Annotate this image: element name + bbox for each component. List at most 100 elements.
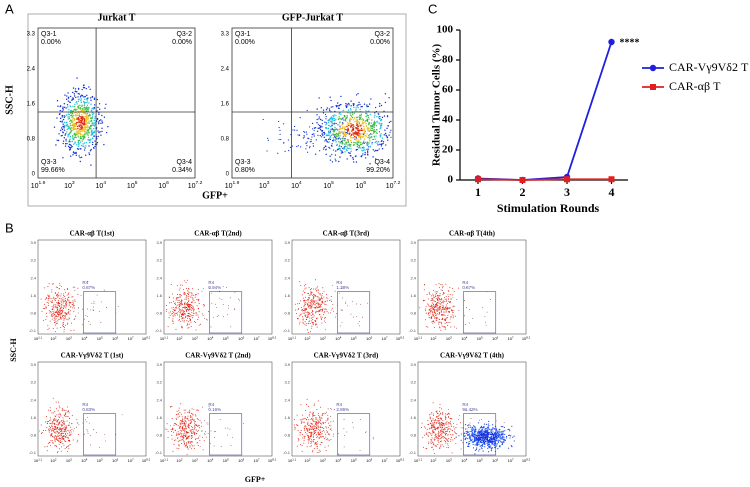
x-tick-label: 107: [508, 457, 514, 463]
event-dot: [103, 116, 106, 118]
event-dot: [318, 434, 320, 436]
event-dot: [425, 308, 427, 310]
event-dot: [364, 151, 366, 154]
event-dot: [183, 293, 185, 295]
event-dot: [336, 313, 337, 315]
event-dot: [314, 423, 316, 425]
event-dot: [330, 438, 332, 440]
event-dot: [312, 297, 314, 299]
event-dot: [316, 305, 318, 307]
event-dot: [445, 442, 447, 444]
event-dot: [446, 439, 448, 441]
event-dot: [315, 290, 317, 292]
event-dot: [324, 140, 326, 142]
event-dot: [314, 428, 316, 430]
event-dot: [502, 425, 504, 428]
tick-base: 10: [142, 336, 147, 341]
event-dot: [457, 287, 459, 289]
x-tick-label: 104: [291, 180, 302, 189]
event-dot: [325, 436, 327, 438]
event-dot: [442, 419, 444, 421]
event-dot: [319, 129, 322, 131]
event-dot: [366, 120, 369, 123]
event-dot: [64, 312, 66, 314]
event-dot: [364, 153, 366, 156]
event-dot: [47, 294, 49, 296]
event-dot: [62, 443, 64, 445]
tick-base: 10: [192, 336, 197, 341]
event-dot: [354, 110, 356, 112]
event-dot: [203, 420, 205, 422]
event-dot: [340, 141, 342, 143]
event-dot: [62, 436, 64, 438]
tick-exponent: 4: [466, 335, 468, 339]
event-dot: [347, 112, 349, 114]
event-dot: [101, 114, 103, 117]
event-dot: [63, 308, 65, 310]
event-dot: [435, 303, 437, 305]
event-dot: [310, 439, 312, 441]
event-dot: [324, 113, 327, 116]
event-dot: [201, 436, 203, 438]
plot-title: GFP-Jurkat T: [282, 12, 344, 23]
event-dot: [53, 306, 55, 308]
tick-exponent: 6: [371, 335, 373, 339]
event-dot: [183, 321, 185, 323]
event-dot: [312, 412, 314, 414]
event-dot: [309, 317, 311, 319]
event-dot: [75, 132, 78, 135]
event-dot: [311, 417, 313, 419]
event-dot: [65, 140, 67, 142]
event-dot: [303, 312, 305, 314]
event-dot: [67, 113, 69, 115]
tick-base: 10: [446, 458, 451, 463]
event-cloud: [423, 284, 491, 329]
event-dot: [337, 124, 339, 126]
event-dot: [192, 445, 194, 447]
event-dot: [69, 148, 72, 150]
event-dot: [314, 417, 316, 419]
event-dot: [77, 96, 79, 98]
event-dot: [334, 154, 337, 156]
event-dot: [335, 150, 337, 152]
event-dot: [188, 309, 190, 311]
tick-base: 10: [223, 458, 228, 463]
event-dot: [179, 424, 181, 426]
tick-exponent: 2: [55, 335, 57, 339]
tick-base: 10: [522, 336, 527, 341]
event-dot: [313, 306, 315, 308]
event-dot: [444, 318, 446, 320]
event-dot: [343, 418, 345, 420]
event-dot: [325, 450, 327, 452]
event-dot: [441, 297, 443, 299]
event-dot: [78, 125, 81, 128]
event-dot: [323, 430, 325, 432]
event-dot: [169, 425, 171, 427]
event-dot: [343, 428, 345, 430]
event-dot: [87, 308, 88, 310]
event-dot: [368, 142, 370, 144]
event-dot: [309, 304, 311, 306]
event-dot: [434, 313, 436, 315]
event-dot: [86, 122, 88, 125]
event-dot: [87, 416, 89, 418]
event-dot: [375, 140, 378, 143]
event-dot: [301, 309, 303, 311]
event-dot: [86, 112, 89, 115]
event-dot: [190, 319, 192, 321]
event-dot: [442, 429, 444, 431]
event-dot: [367, 130, 369, 132]
event-dot: [439, 321, 441, 323]
event-dot: [437, 439, 439, 441]
plot-frame: [291, 239, 401, 335]
event-dot: [175, 299, 177, 301]
event-dot: [55, 307, 57, 309]
event-dot: [204, 434, 206, 436]
event-dot: [436, 417, 438, 419]
y-tick-label: 3.9: [156, 362, 162, 367]
event-dot: [436, 310, 438, 312]
gate-percent: 0.67%: [462, 285, 475, 290]
event-dot: [324, 322, 326, 323]
event-dot: [478, 441, 480, 443]
event-dot: [183, 313, 185, 315]
